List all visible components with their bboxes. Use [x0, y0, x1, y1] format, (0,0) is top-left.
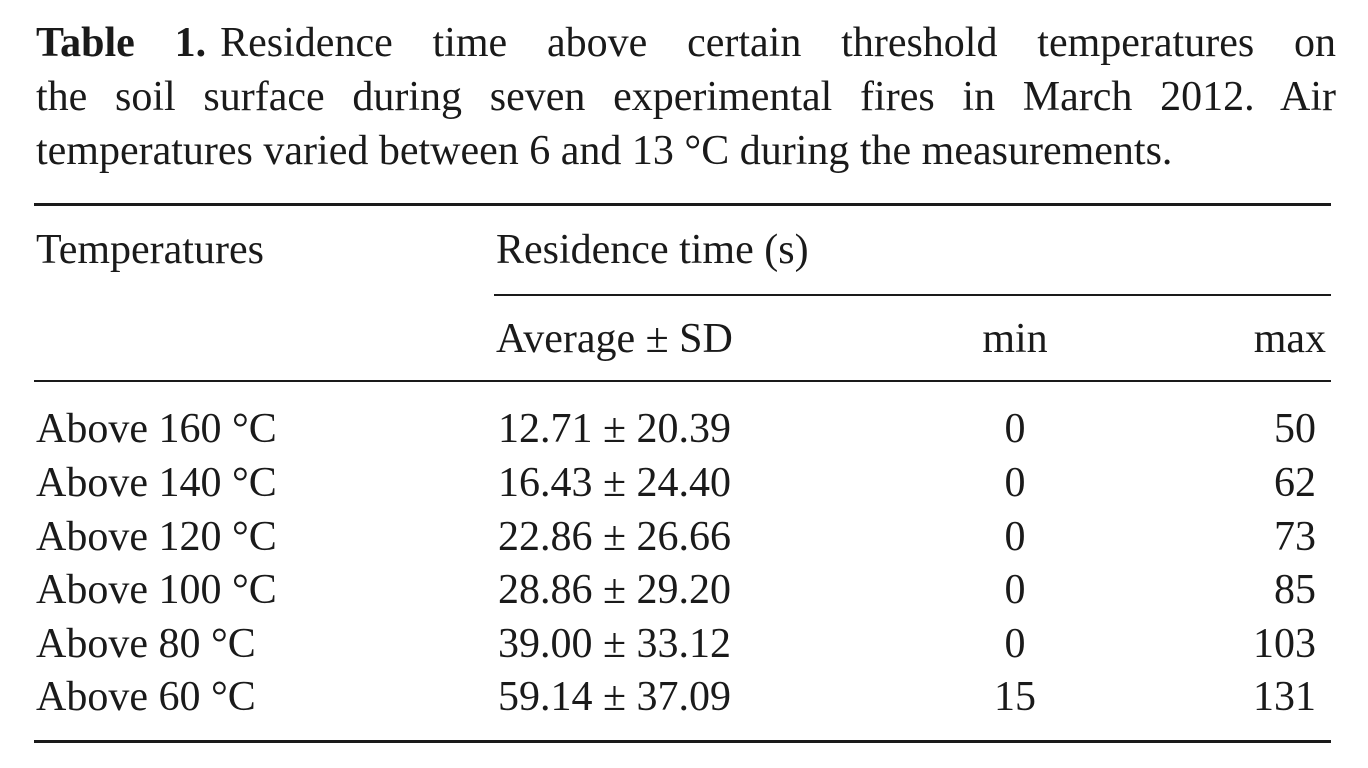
header-max: max [1253, 316, 1326, 362]
row-max: 131 [1253, 674, 1316, 720]
row-max: 85 [1274, 567, 1316, 613]
row-max: 73 [1274, 514, 1316, 560]
row-min: 0 [1004, 460, 1026, 506]
row-temperature: Above 100 °C [36, 567, 277, 613]
row-temperature: Above 60 °C [36, 674, 256, 720]
caption-line-3: temperatures varied between 6 and 13 °C … [36, 128, 1173, 174]
row-average-sd: 59.14 ± 37.09 [498, 674, 732, 720]
header-average-sd: Average ± SD [496, 316, 733, 362]
header-temperatures: Temperatures [36, 227, 264, 273]
row-max: 50 [1274, 406, 1316, 452]
row-average-sd: 22.86 ± 26.66 [498, 514, 732, 560]
caption-line-2: the soil surface during seven experiment… [36, 74, 1336, 120]
spanner-rule [494, 294, 1331, 296]
header-residence-time: Residence time (s) [496, 227, 809, 273]
header-min: min [982, 316, 1048, 362]
row-max: 62 [1274, 460, 1316, 506]
caption-text-1: Residence time above certain threshold t… [220, 20, 1336, 66]
row-max: 103 [1253, 621, 1316, 667]
row-min: 0 [1004, 621, 1026, 667]
row-min: 0 [1004, 406, 1026, 452]
row-min: 15 [994, 674, 1036, 720]
row-temperature: Above 160 °C [36, 406, 277, 452]
caption-label: Table 1. [36, 20, 207, 66]
top-rule [34, 203, 1331, 206]
caption-line-1: Table 1. Residence time above certain thr… [36, 16, 1336, 70]
row-average-sd: 28.86 ± 29.20 [498, 567, 732, 613]
row-average-sd: 16.43 ± 24.40 [498, 460, 732, 506]
row-min: 0 [1004, 514, 1026, 560]
header-rule [34, 380, 1331, 382]
row-temperature: Above 120 °C [36, 514, 277, 560]
table-caption: Table 1. Residence time above certain thr… [36, 16, 1336, 178]
row-min: 0 [1004, 567, 1026, 613]
row-temperature: Above 80 °C [36, 621, 256, 667]
bottom-rule [34, 740, 1331, 743]
row-average-sd: 39.00 ± 33.12 [498, 621, 732, 667]
row-average-sd: 12.71 ± 20.39 [498, 406, 732, 452]
row-temperature: Above 140 °C [36, 460, 277, 506]
